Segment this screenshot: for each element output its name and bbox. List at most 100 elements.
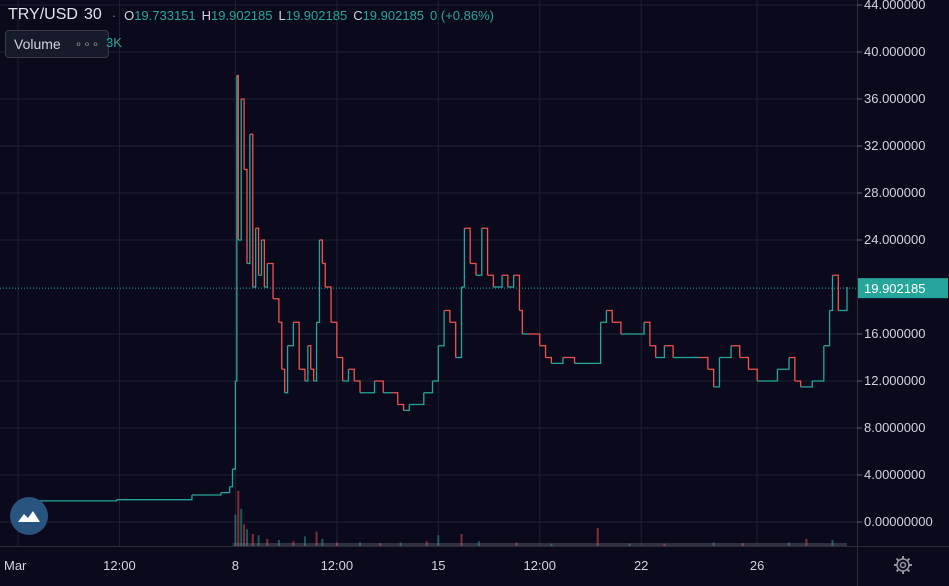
price-segment xyxy=(432,345,439,382)
symbol-name[interactable]: TRY/USD xyxy=(8,6,78,23)
volume-bar xyxy=(712,542,715,546)
x-tick-label: 26 xyxy=(750,558,764,573)
price-segment xyxy=(331,321,338,358)
volume-bar xyxy=(257,535,260,546)
volume-bar xyxy=(596,528,599,546)
price-segment xyxy=(229,469,234,488)
volume-bar xyxy=(805,538,808,546)
y-tick-label: 12.000000 xyxy=(864,373,925,388)
price-segment xyxy=(264,263,268,288)
price-segment xyxy=(528,333,541,346)
price-segment xyxy=(713,357,721,388)
volume-bar xyxy=(788,542,791,546)
price-segment xyxy=(415,392,425,406)
volume-label: Volume xyxy=(14,36,61,52)
y-tick-label: 8.0000000 xyxy=(864,420,925,435)
price-segment xyxy=(812,345,825,382)
volume-bar xyxy=(831,540,834,546)
volume-bar xyxy=(240,508,243,546)
price-segment xyxy=(551,357,564,365)
price-segment xyxy=(719,345,732,359)
x-axis[interactable]: Mar 12:00 8 12:00 15 12:00 22 26 xyxy=(4,558,764,573)
price-segment xyxy=(438,310,445,347)
market-status-icon: · xyxy=(111,7,117,23)
price-segment xyxy=(232,381,237,470)
volume-bar xyxy=(321,538,324,546)
legend-header: TRY/USD 30 · O 19.733151 H 19.902185 L 1… xyxy=(8,4,494,26)
price-segment xyxy=(519,309,524,334)
interval-label[interactable]: 30 xyxy=(83,6,102,23)
price-segment xyxy=(545,356,552,364)
price-segment xyxy=(267,262,274,299)
price-segment xyxy=(739,356,750,370)
y-tick-label: 32.000000 xyxy=(864,138,925,153)
price-segment xyxy=(220,486,231,494)
price-segment xyxy=(777,357,790,370)
price-segment xyxy=(316,240,321,323)
price-segment xyxy=(699,356,709,370)
volume-bar xyxy=(277,540,280,546)
price-segment xyxy=(597,322,602,365)
y-tick-label: 0.00000000 xyxy=(864,514,933,529)
price-segment xyxy=(310,368,315,381)
close-value: 19.902185 xyxy=(362,7,425,23)
last-price-label: 19.902185 xyxy=(864,281,925,296)
gear-icon[interactable] xyxy=(893,555,913,575)
price-segment xyxy=(304,345,309,382)
more-options-icon[interactable]: ∘∘∘ xyxy=(74,37,101,51)
price-segment xyxy=(293,321,300,370)
y-tick-label: 24.000000 xyxy=(864,232,925,247)
close-label: C xyxy=(353,7,363,23)
y-tick-label: 28.000000 xyxy=(864,185,925,200)
change-value: 0 (+0.86%) xyxy=(430,7,494,23)
volume-bar xyxy=(292,541,295,546)
y-axis[interactable]: 44.000000 40.000000 36.000000 32.000000 28.0… xyxy=(857,0,948,529)
price-segment xyxy=(273,298,280,323)
x-tick-label: 8 xyxy=(232,558,239,573)
price-segment xyxy=(374,380,384,393)
price-segment xyxy=(287,322,295,347)
price-segment xyxy=(562,356,576,364)
price-segment xyxy=(481,227,489,276)
price-segment xyxy=(449,321,457,358)
price-segment xyxy=(186,494,193,501)
price-segment xyxy=(281,368,286,393)
price-segment xyxy=(765,369,779,382)
price-segment xyxy=(319,239,324,264)
price-segment xyxy=(707,368,715,387)
price-segment xyxy=(493,275,503,288)
volume-bar xyxy=(315,531,318,546)
price-segment xyxy=(513,274,521,311)
volume-bar xyxy=(741,543,744,546)
volume-bar xyxy=(335,542,338,546)
volume-bar xyxy=(243,524,246,546)
open-label: O xyxy=(124,7,135,23)
price-segment xyxy=(649,345,657,358)
price-segment xyxy=(423,381,434,394)
volume-bar xyxy=(550,543,553,546)
price-segment xyxy=(325,286,332,323)
price-segment xyxy=(638,322,645,335)
low-label: L xyxy=(278,7,286,23)
high-label: H xyxy=(201,7,212,23)
price-segment xyxy=(209,492,222,496)
price-segment xyxy=(731,345,741,358)
price-segment xyxy=(794,380,802,387)
price-segment xyxy=(829,275,834,312)
volume-bar xyxy=(663,543,666,546)
x-tick-label: 12:00 xyxy=(103,558,136,573)
price-segment xyxy=(789,356,796,381)
price-segment xyxy=(403,404,410,412)
price-segment xyxy=(322,262,326,287)
volume-bars xyxy=(232,490,847,546)
tradingview-cloud-icon[interactable] xyxy=(10,497,48,535)
price-segment xyxy=(397,403,405,411)
price-segment xyxy=(748,368,758,381)
price-segment xyxy=(235,75,238,382)
x-tick-label: 12:00 xyxy=(523,558,556,573)
volume-bar xyxy=(359,542,362,546)
price-segment xyxy=(249,133,254,287)
volume-indicator-button[interactable]: Volume ∘∘∘ xyxy=(5,30,110,58)
price-segment xyxy=(644,321,651,346)
